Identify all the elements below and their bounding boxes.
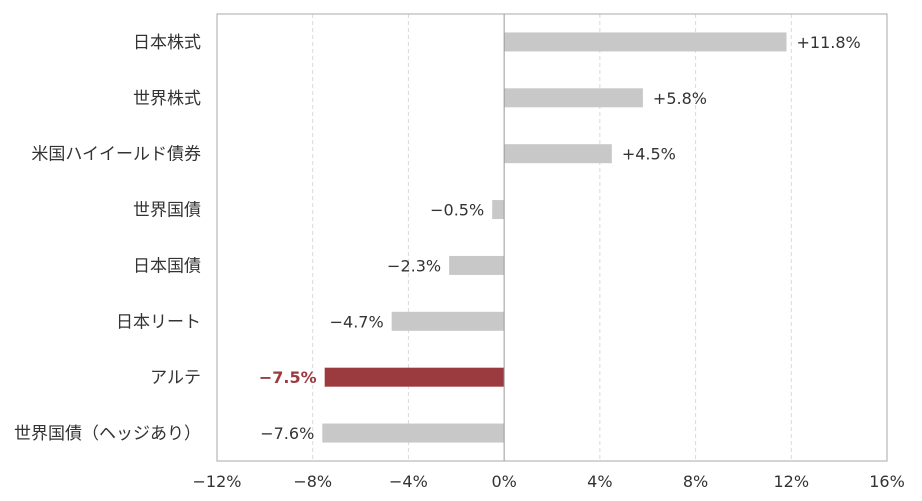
x-tick-label: 0% (491, 472, 516, 491)
x-tick-label: 4% (587, 472, 612, 491)
value-labels: +11.8% +5.8% +4.5% −0.5% −2.3% −4.7% −7.5% −7.6… (259, 33, 861, 443)
x-tick-label: 8% (683, 472, 708, 491)
bars-group (322, 32, 787, 443)
bar (449, 255, 505, 275)
x-tick-label: 16% (869, 472, 905, 491)
bar (504, 32, 787, 52)
value-label: +5.8% (653, 89, 707, 108)
value-label: −7.5% (259, 368, 317, 387)
value-label: −7.6% (260, 424, 314, 443)
category-label: 日本リート (116, 312, 201, 332)
category-labels: 日本株式世界株式米国ハイイールド債券世界国債日本国債日本リートアルテ世界国債（ヘ… (14, 33, 201, 444)
plot-frame (216, 13, 888, 462)
category-label: 世界国債 (133, 201, 201, 221)
bar (504, 144, 612, 164)
value-label: −0.5% (430, 201, 484, 220)
bar (391, 311, 505, 331)
x-tick-labels: −12% −8% −4% 0% 4% 8% 12% 16% (193, 472, 905, 491)
category-label: 世界株式 (133, 89, 201, 109)
bar (492, 200, 505, 220)
grid-lines (312, 14, 792, 461)
value-label: −2.3% (387, 256, 441, 275)
bar (322, 423, 505, 443)
value-label: −4.7% (330, 312, 384, 331)
category-label: 日本株式 (133, 33, 201, 53)
value-label: +4.5% (622, 145, 676, 164)
x-tick-label: 12% (774, 472, 810, 491)
x-tick-label: −8% (293, 472, 332, 491)
x-tick-label: −12% (193, 472, 242, 491)
x-tick-label: −4% (389, 472, 428, 491)
bar (324, 367, 505, 387)
category-label: 日本国債 (133, 256, 201, 276)
bar (504, 88, 643, 108)
category-label: 世界国債（ヘッジあり） (14, 424, 201, 444)
category-label: アルテ (150, 368, 201, 388)
category-label: 米国ハイイールド債券 (31, 145, 201, 165)
value-label: +11.8% (797, 33, 861, 52)
